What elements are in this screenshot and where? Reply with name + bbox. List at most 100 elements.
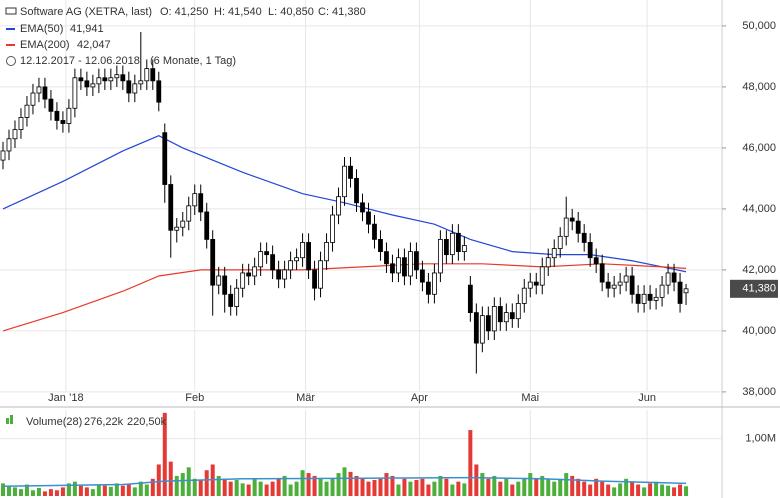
volume-bar (396, 484, 401, 496)
volume-bar (462, 483, 467, 496)
candle-body (677, 281, 683, 304)
candle-body (42, 86, 48, 100)
volume-bar (270, 481, 275, 496)
candle-body (515, 303, 521, 320)
volume-bar (360, 478, 365, 496)
volume-bar (432, 481, 437, 496)
volume-bar (486, 478, 491, 496)
candle-body (312, 269, 317, 289)
volume-bar (138, 481, 143, 496)
volume-bar (78, 485, 83, 496)
candle-body (324, 242, 329, 262)
x-tick-label: Feb (185, 392, 204, 404)
volume-bar (318, 478, 323, 496)
period: 12.12.2017 - 12.06.2018 (20, 55, 140, 67)
volume-bar (516, 481, 521, 496)
volume-bar (540, 475, 545, 496)
candle-body (78, 77, 84, 82)
candle-body (479, 315, 485, 344)
y-tick-label: 40,000 (742, 325, 776, 337)
candle-body (348, 165, 353, 179)
volume-bar (384, 473, 389, 496)
x-tick-label: Jun (638, 392, 656, 404)
candle-body (156, 80, 162, 103)
volume-bar (348, 471, 353, 496)
candle-body (54, 110, 60, 121)
volume-bar (342, 467, 347, 496)
ema-line (2, 263, 687, 332)
candle-body (294, 257, 299, 262)
volume-bar (90, 489, 95, 496)
volume-bar (162, 412, 167, 496)
volume-bar (300, 470, 305, 496)
candle-body (120, 74, 126, 82)
candle-body (563, 217, 569, 237)
volume-bar (600, 481, 605, 496)
volume-bar (570, 475, 575, 496)
candle-body (521, 287, 527, 304)
volume-bar (222, 478, 227, 496)
candle-body (192, 193, 198, 207)
volume-bar (114, 483, 119, 496)
candle-body (635, 293, 641, 304)
volume-bar (48, 489, 53, 496)
candle-body (282, 269, 288, 280)
volume-bar (642, 487, 647, 496)
volume-bar (72, 481, 77, 496)
y-tick-label: 42,000 (742, 264, 776, 276)
volume-bar (672, 487, 677, 496)
volume-bar (660, 484, 665, 496)
candle-body (402, 257, 407, 277)
candle-body (216, 275, 222, 286)
volume-bar (606, 484, 611, 496)
volume-bar (120, 485, 125, 496)
title: Software AG (XETRA, last) (20, 6, 152, 18)
volume-bar (252, 478, 257, 496)
volume-bar (378, 478, 383, 496)
volume-bar (444, 478, 449, 496)
volume-bar (324, 481, 329, 496)
legend: Software AG (XETRA, last) O: 41,250 H: 4… (5, 6, 366, 428)
candle-body (659, 284, 665, 298)
volume-bar (534, 478, 539, 496)
candle-body (126, 80, 132, 94)
x-tick-label: Apr (411, 392, 428, 404)
volume-bar (684, 486, 689, 496)
candle-body (575, 220, 581, 234)
volume-bar (168, 461, 173, 496)
candle-body (623, 275, 629, 283)
candle-body (336, 196, 341, 216)
candle-body (539, 266, 545, 286)
candle-body (186, 205, 192, 222)
ema-line (2, 135, 687, 273)
volume-bar (426, 484, 431, 496)
candle-body (222, 275, 228, 295)
volume-bar (390, 475, 395, 496)
clock-icon (6, 56, 16, 66)
volume-bar (150, 478, 155, 496)
volume-bar (372, 479, 377, 496)
candle-body (569, 217, 575, 222)
volume-bar (12, 487, 17, 496)
candle-body (354, 178, 359, 204)
volume-bar (306, 473, 311, 496)
candle-body (150, 68, 156, 82)
volume-bar (192, 478, 197, 496)
volume-bar (180, 473, 185, 496)
candle-body (144, 68, 150, 82)
x-tick-label: Jan ’18 (48, 392, 83, 404)
candle-body (437, 239, 443, 274)
candle-body (132, 83, 138, 94)
candle-body (240, 272, 246, 289)
candle-body (533, 281, 539, 286)
volume-bar (480, 473, 485, 496)
volume-bar (54, 490, 59, 496)
candle-body (114, 74, 120, 79)
candle-body (306, 242, 311, 271)
volume-bar (402, 478, 407, 496)
volume-bar (312, 475, 317, 496)
volume-bar (246, 484, 251, 496)
volume-ma-line (2, 476, 687, 488)
candle-body (258, 251, 264, 268)
candle-body (581, 232, 587, 243)
